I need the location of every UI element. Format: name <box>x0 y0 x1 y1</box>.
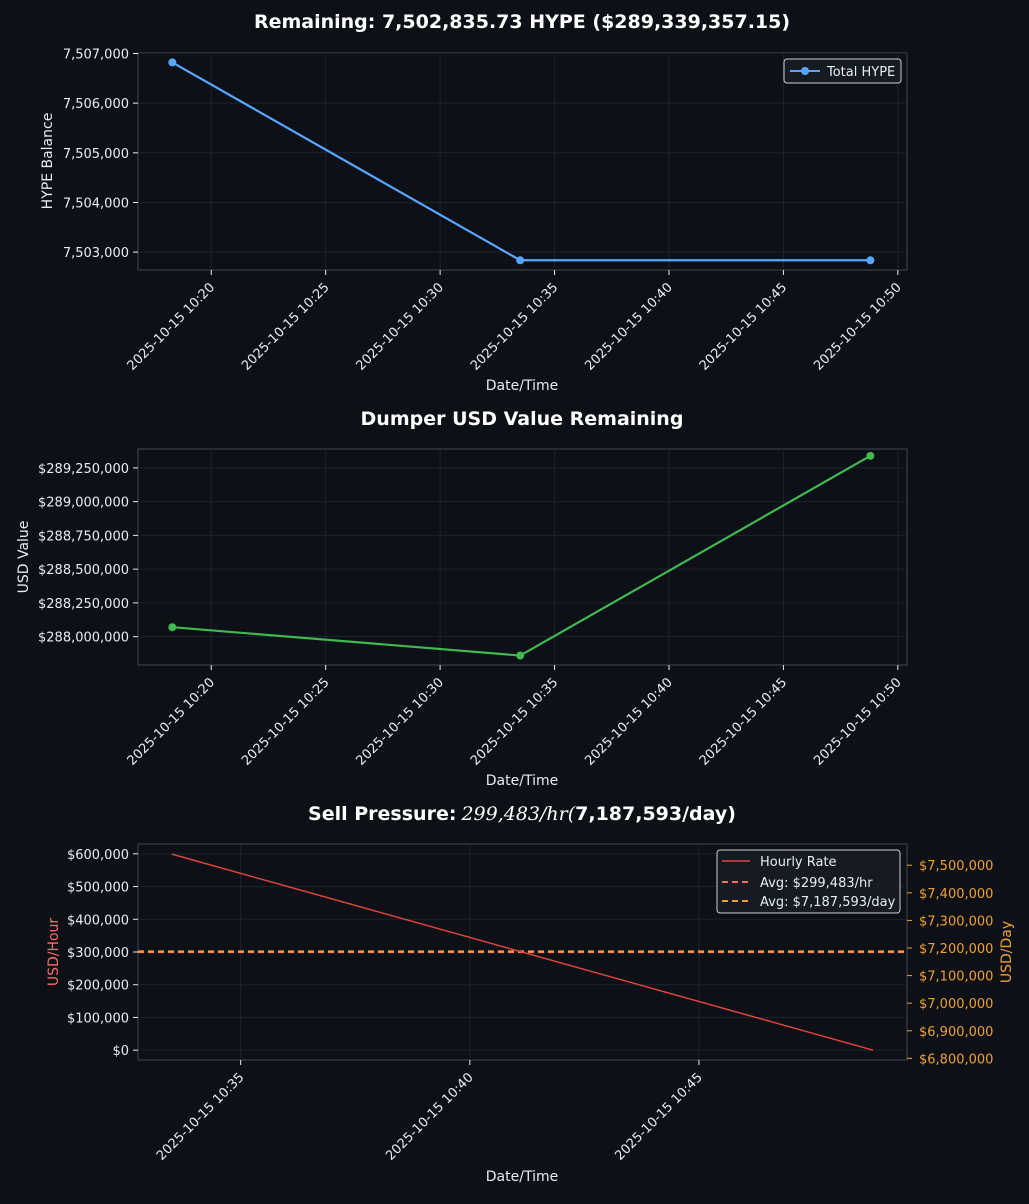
chart1-y-tick-label: 7,506,000 <box>63 97 129 112</box>
chart2-y-tick-label: $288,000,000 <box>38 631 129 646</box>
chart1-y-tick-label: 7,507,000 <box>63 47 129 62</box>
chart3-y-tick-label: $0 <box>112 1044 129 1059</box>
chart2-y-tick-label: $289,250,000 <box>38 462 129 477</box>
chart1-y-tick-label: 7,504,000 <box>63 196 129 211</box>
chart1-legend-box <box>783 58 902 84</box>
chart1-series <box>168 58 875 265</box>
hourly-rate-line <box>171 853 874 1051</box>
chart3-x-axis-label: Date/Time <box>486 1169 558 1185</box>
chart2-y-tick-label: $288,750,000 <box>38 529 129 544</box>
chart1-data-point <box>516 256 525 265</box>
chart3-y-tick-label: $400,000 <box>67 913 129 928</box>
chart1-y-tick-label: 7,505,000 <box>63 147 129 162</box>
chart3-y2-ticks: $6,800,000 $6,900,000 $7,000,000 $7,100,000… <box>907 859 993 1067</box>
chart1-x-axis-label: Date/Time <box>486 378 558 394</box>
chart3-legend-avg-hourly-label: Avg: $299,483/hr <box>760 876 873 891</box>
chart3-series <box>138 853 907 1051</box>
chart2-data-point <box>866 451 875 460</box>
chart3-y2-tick-label: $7,100,000 <box>919 970 993 985</box>
chart3-legend-avg-daily-label: Avg: $7,187,593/day <box>760 895 896 910</box>
chart3-title-bold-end: 7,187,593/day) <box>575 803 736 825</box>
chart1-legend-marker-swatch <box>801 67 809 75</box>
chart3-legend-box <box>716 849 901 914</box>
chart3-y2-tick-label: $6,800,000 <box>919 1052 993 1067</box>
chart2-x-axis-label: Date/Time <box>486 773 558 789</box>
chart2-series <box>168 451 875 660</box>
chart3-y-axis-label-left: USD/Hour <box>46 918 62 987</box>
chart3-y2-tick-label: $7,500,000 <box>919 859 993 874</box>
chart3-legend-hourly-label: Hourly Rate <box>760 855 837 870</box>
chart2-y-ticks: $288,000,000 $288,250,000 $288,500,000 $288… <box>38 462 138 646</box>
chart2-y-tick-label: $288,500,000 <box>38 563 129 578</box>
chart1-data-point <box>168 58 177 67</box>
chart2-title: Dumper USD Value Remaining <box>361 408 684 430</box>
chart3-y-axis-label-right: USD/Day <box>999 921 1015 983</box>
chart1-legend: Total HYPE <box>783 58 902 84</box>
chart3-y-tick-label: $500,000 <box>67 881 129 896</box>
chart3-y2-tick-label: $7,300,000 <box>919 914 993 929</box>
chart3-title-bold: Sell Pressure: <box>308 803 456 825</box>
chart3-y-tick-label: $600,000 <box>67 848 129 863</box>
chart3-y2-tick-label: $7,400,000 <box>919 887 993 902</box>
chart1-grid <box>138 52 907 270</box>
chart1-title: Remaining: 7,502,835.73 HYPE ($289,339,3… <box>254 11 790 33</box>
chart1-y-ticks: 7,503,000 7,504,000 7,505,000 7,506,000 7,50… <box>63 47 138 261</box>
chart2-y-tick-label: $288,250,000 <box>38 597 129 612</box>
chart3-legend: Hourly Rate Avg: $299,483/hr Avg: $7,187… <box>716 849 901 914</box>
chart3-y2-tick-label: $7,200,000 <box>919 942 993 957</box>
chart2-data-point <box>168 623 177 632</box>
chart3-title-math: 299,483/hr( <box>460 803 575 825</box>
chart2-grid <box>138 449 907 665</box>
chart2-y-axis-label: USD Value <box>16 521 32 594</box>
chart1-data-point <box>866 256 875 265</box>
chart1-y-tick-label: 7,503,000 <box>63 246 129 261</box>
chart1-legend-label: Total HYPE <box>826 65 895 80</box>
chart2-plot-area <box>137 448 908 666</box>
chart3-y-tick-label: $300,000 <box>67 946 129 961</box>
chart3-y2-tick-label: $6,900,000 <box>919 1025 993 1040</box>
chart3-y-ticks: $0 $100,000 $200,000 $300,000 $400,000 $500,0… <box>67 848 138 1059</box>
chart1-plot-area <box>137 52 908 271</box>
chart2-y-tick-label: $289,000,000 <box>38 496 129 511</box>
chart3-title: Sell Pressure: 299,483/hr(7,187,593/day) <box>308 803 736 825</box>
chart3-y-tick-label: $200,000 <box>67 979 129 994</box>
chart3-y2-tick-label: $7,000,000 <box>919 997 993 1012</box>
chart2-data-point <box>516 651 525 660</box>
chart1-y-axis-label: HYPE Balance <box>40 113 56 210</box>
chart3-y-tick-label: $100,000 <box>67 1011 129 1026</box>
